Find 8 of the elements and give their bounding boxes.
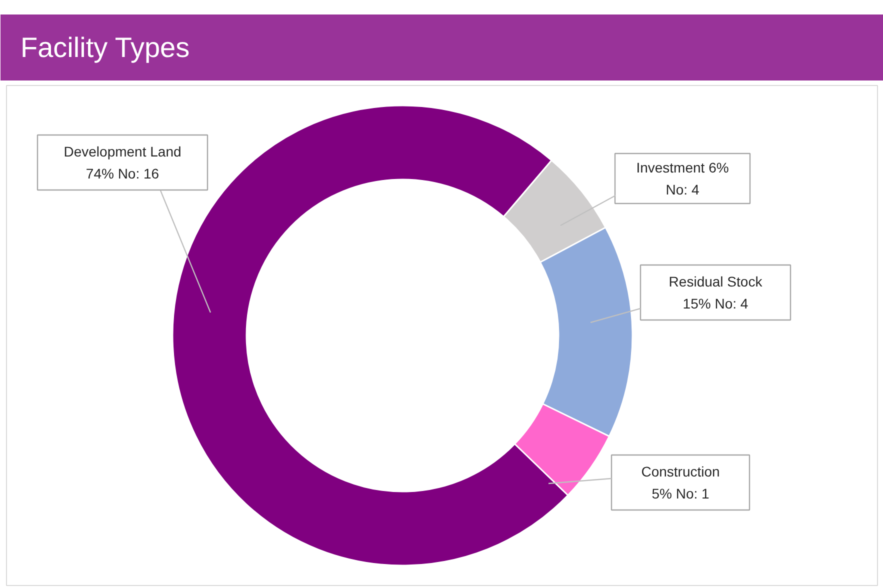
data-label: 74% No: 16 [86, 165, 160, 182]
slice-label: Residual Stock [668, 274, 764, 290]
data-label: 5% No: 1 [652, 485, 710, 502]
chart-title: Facility Types [20, 32, 190, 63]
slice-label: Development Land [64, 144, 182, 160]
slice-label: Construction [641, 464, 720, 480]
data-label: 15% No: 4 [682, 295, 748, 312]
slice-label: Investment 6% No: 4 [636, 160, 729, 198]
